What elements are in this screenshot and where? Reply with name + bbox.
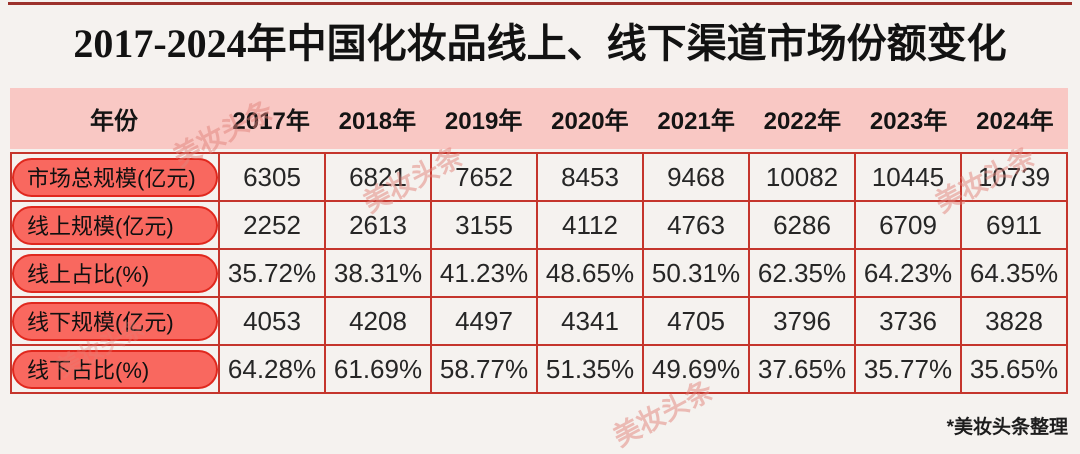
value-cell: 10739: [960, 152, 1068, 202]
row-label-pill: 线上占比(%): [12, 253, 218, 293]
value-cell: 7652: [430, 152, 538, 202]
value-cell: 35.65%: [960, 344, 1068, 394]
value-cell: 4763: [642, 200, 750, 250]
table-row: 线下占比(%) 64.28% 61.69% 58.77% 51.35% 49.6…: [10, 344, 1068, 394]
row-label-pill: 市场总规模(亿元): [12, 157, 218, 197]
value-cell: 49.69%: [642, 344, 750, 394]
table-row: 线下规模(亿元) 4053 4208 4497 4341 4705 3796 3…: [10, 296, 1068, 346]
value-cell: 41.23%: [430, 248, 538, 298]
value-cell: 4112: [536, 200, 644, 250]
value-cell: 6821: [324, 152, 432, 202]
value-cell: 3796: [748, 296, 856, 346]
value-cell: 6286: [748, 200, 856, 250]
value-cell: 4208: [324, 296, 432, 346]
value-cell: 2252: [218, 200, 326, 250]
value-cell: 51.35%: [536, 344, 644, 394]
value-cell: 4053: [218, 296, 326, 346]
value-cell: 6709: [854, 200, 962, 250]
value-cell: 8453: [536, 152, 644, 202]
page-title: 2017-2024年中国化妆品线上、线下渠道市场份额变化: [73, 21, 1007, 66]
table-row: 线上规模(亿元) 2252 2613 3155 4112 4763 6286 6…: [10, 200, 1068, 250]
value-cell: 62.35%: [748, 248, 856, 298]
table-header-band: 年份 2017年 2018年 2019年 2020年 2021年 2022年 2…: [10, 88, 1068, 149]
source-note: *美妆头条整理: [946, 417, 1068, 438]
value-cell: 50.31%: [642, 248, 750, 298]
value-cell: 48.65%: [536, 248, 644, 298]
row-label-pill: 线上规模(亿元): [12, 205, 218, 245]
value-cell: 38.31%: [324, 248, 432, 298]
row-label-pill: 线下规模(亿元): [12, 301, 218, 341]
row-label-pill: 线下占比(%): [12, 349, 218, 389]
value-cell: 2613: [324, 200, 432, 250]
header-cell-2021: 2021年: [657, 108, 735, 135]
header-cell-year: 年份: [90, 108, 138, 135]
header-cell-2017: 2017年: [232, 108, 310, 135]
value-cell: 64.28%: [218, 344, 326, 394]
value-cell: 35.72%: [218, 248, 326, 298]
header-cell-2023: 2023年: [869, 108, 948, 135]
header-cell-2018: 2018年: [338, 108, 417, 135]
top-rule: [8, 2, 1072, 5]
value-cell: 61.69%: [324, 344, 432, 394]
header-cell-2024: 2024年: [976, 108, 1054, 135]
value-cell: 4341: [536, 296, 644, 346]
table-row: 线上占比(%) 35.72% 38.31% 41.23% 48.65% 50.3…: [10, 248, 1068, 298]
value-cell: 3828: [960, 296, 1068, 346]
value-cell: 3155: [430, 200, 538, 250]
value-cell: 37.65%: [748, 344, 856, 394]
market-share-table: 市场总规模(亿元) 6305 6821 7652 8453 9468 10082…: [10, 152, 1068, 394]
value-cell: 64.35%: [960, 248, 1068, 298]
value-cell: 6305: [218, 152, 326, 202]
value-cell: 3736: [854, 296, 962, 346]
value-cell: 4497: [430, 296, 538, 346]
value-cell: 9468: [642, 152, 750, 202]
header-cell-2020: 2020年: [551, 108, 629, 135]
value-cell: 4705: [642, 296, 750, 346]
header-cell-2022: 2022年: [763, 108, 842, 135]
value-cell: 64.23%: [854, 248, 962, 298]
table-row: 市场总规模(亿元) 6305 6821 7652 8453 9468 10082…: [10, 152, 1068, 202]
header-cell-2019: 2019年: [444, 108, 523, 135]
value-cell: 58.77%: [430, 344, 538, 394]
value-cell: 35.77%: [854, 344, 962, 394]
value-cell: 10445: [854, 152, 962, 202]
value-cell: 10082: [748, 152, 856, 202]
value-cell: 6911: [960, 200, 1068, 250]
